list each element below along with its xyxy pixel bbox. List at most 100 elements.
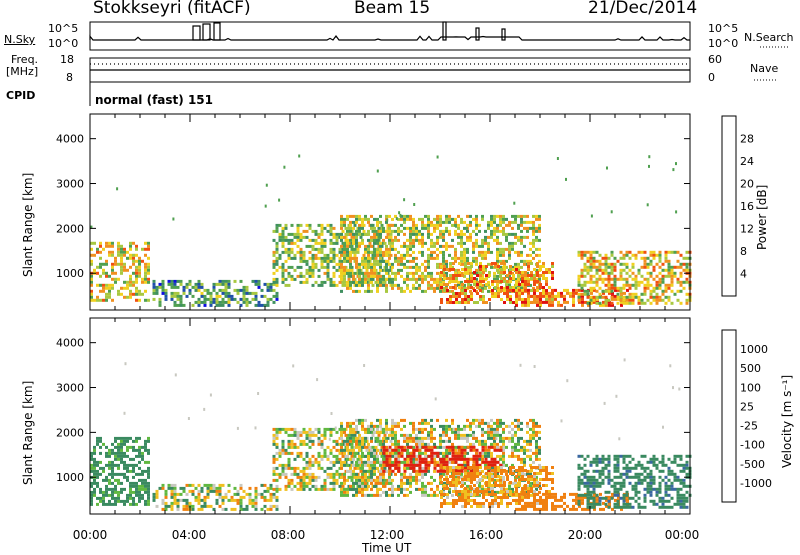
data-cell (318, 275, 321, 278)
data-cell (198, 490, 201, 493)
data-cell (452, 458, 455, 461)
data-cell (165, 496, 168, 499)
data-cell (309, 461, 312, 464)
data-cell (111, 467, 114, 470)
data-cell (123, 281, 126, 284)
data-cell (153, 298, 156, 301)
data-cell (491, 487, 494, 490)
data-cell (457, 233, 460, 236)
data-cell (475, 263, 478, 266)
data-cell (533, 493, 536, 496)
data-cell (186, 493, 189, 496)
data-cell (545, 292, 548, 295)
data-cell (535, 239, 538, 242)
data-cell (439, 236, 442, 239)
data-cell (315, 257, 318, 260)
data-cell (312, 248, 315, 251)
data-cell (264, 499, 267, 502)
data-cell (186, 499, 189, 502)
data-cell (469, 236, 472, 239)
data-cell (174, 496, 177, 499)
data-cell (433, 242, 436, 245)
data-cell (508, 245, 511, 248)
data-cell (499, 434, 502, 437)
data-cell (401, 449, 404, 452)
data-cell (373, 425, 376, 428)
data-cell (620, 278, 623, 281)
data-cell (330, 248, 333, 251)
data-cell (487, 425, 490, 428)
data-cell (138, 299, 141, 302)
data-cell (294, 242, 297, 245)
data-cell (135, 482, 138, 485)
data-cell (499, 479, 502, 482)
data-cell (536, 472, 539, 475)
data-cell (632, 296, 635, 299)
data-cell (493, 422, 496, 425)
data-cell (605, 260, 608, 263)
data-cell (488, 478, 491, 481)
data-cell (123, 476, 126, 479)
data-cell (506, 298, 509, 301)
data-cell (270, 505, 273, 508)
data-cell (449, 446, 452, 449)
data-cell (282, 467, 285, 470)
data-cell (135, 248, 138, 251)
data-cell (276, 269, 279, 272)
data-cell (340, 422, 343, 425)
data-cell (424, 224, 427, 227)
data-cell (479, 289, 482, 292)
data-cell (300, 281, 303, 284)
data-cell (482, 446, 485, 449)
data-cell (96, 266, 99, 269)
data-cell (216, 502, 219, 505)
data-cell (340, 434, 343, 437)
data-cell (394, 254, 397, 257)
data-cell (297, 473, 300, 476)
data-cell (491, 469, 494, 472)
data-cell (96, 473, 99, 476)
data-cell (521, 472, 524, 475)
data-cell (509, 481, 512, 484)
data-cell (279, 464, 282, 467)
data-cell (445, 230, 448, 233)
data-cell (512, 493, 515, 496)
data-cell (487, 251, 490, 254)
data-cell (147, 245, 150, 248)
data-cell (174, 490, 177, 493)
data-cell (369, 446, 372, 449)
data-cell (677, 281, 680, 284)
data-cell (529, 455, 532, 458)
data-cell (261, 508, 264, 511)
data-cell (180, 301, 183, 304)
data-cell (409, 482, 412, 485)
data-cell (343, 449, 346, 452)
data-cell (96, 272, 99, 275)
data-cell (401, 446, 404, 449)
data-cell (455, 490, 458, 493)
data-cell (349, 227, 352, 230)
data-cell (367, 290, 370, 293)
data-cell (210, 484, 213, 487)
data-cell (451, 257, 454, 260)
data-cell (632, 272, 635, 275)
data-cell (484, 230, 487, 233)
data-cell (424, 473, 427, 476)
data-cell (647, 281, 650, 284)
data-cell (367, 485, 370, 488)
data-cell (258, 286, 261, 289)
data-cell (340, 449, 343, 452)
data-cell (587, 302, 590, 305)
data-cell (520, 239, 523, 242)
data-cell (376, 482, 379, 485)
data-cell (451, 239, 454, 242)
data-cell (126, 446, 129, 449)
data-cell (638, 272, 641, 275)
data-cell (424, 491, 427, 494)
data-cell (476, 283, 479, 286)
data-cell (303, 473, 306, 476)
data-cell (451, 443, 454, 446)
data-cell (138, 479, 141, 482)
data-cell (382, 227, 385, 230)
data-cell (424, 290, 427, 293)
